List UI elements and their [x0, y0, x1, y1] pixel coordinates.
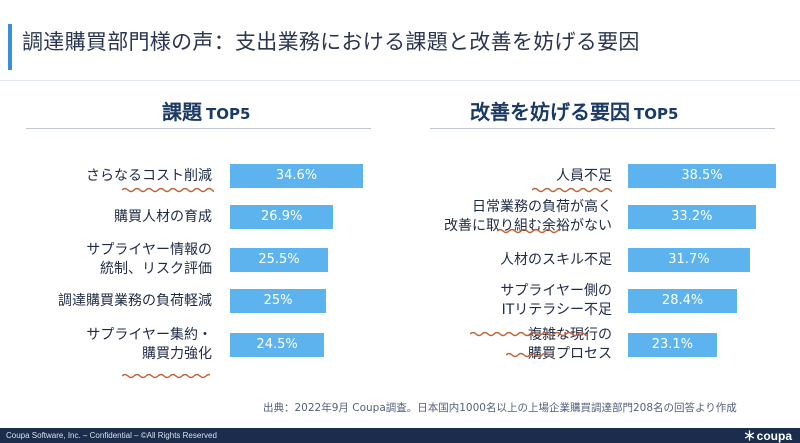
bar [628, 333, 717, 357]
source-note: 出典：2022年9月 Coupa調査。日本国内1000名以上の上場企業購買調達部… [263, 402, 737, 414]
left-heading-text: 課題 [162, 100, 202, 124]
category-label: さらなるコスト削減 [86, 167, 212, 186]
category-label-line: 購買人材の育成 [114, 208, 212, 225]
bar-value-label: 25.5% [258, 252, 300, 267]
emphasis-underline [532, 187, 612, 193]
bar-value-label: 38.5% [681, 168, 723, 183]
footer: Coupa Software, Inc. – Confidential – ©A… [0, 428, 800, 443]
bar-value-label: 34.6% [275, 168, 318, 183]
category-label-line: さらなるコスト削減 [86, 167, 212, 184]
bar [230, 333, 325, 357]
category-label-line: 人材のスキル不足 [500, 251, 612, 268]
bar-value-label: 33.2% [671, 209, 713, 224]
category-label: 人材のスキル不足 [500, 251, 612, 270]
category-label: サプライヤー情報の統制、リスク評価 [86, 241, 212, 279]
coupa-flake-icon [744, 430, 754, 441]
emphasis-underline [497, 228, 561, 234]
bar [230, 248, 329, 272]
category-label-line: 統制、リスク評価 [100, 261, 212, 277]
left-heading-divider [26, 128, 371, 129]
category-label-line: サプライヤー集約・ [86, 327, 212, 343]
bar-value-label: 25% [263, 293, 293, 308]
category-label: 人員不足 [556, 167, 612, 186]
category-label-line: 購買力強化 [142, 346, 212, 362]
bar [628, 205, 756, 229]
logo-text: coupa [756, 428, 792, 443]
bar-value-label: 23.1% [651, 337, 694, 352]
bar-value-label: 28.4% [661, 293, 704, 308]
left-section-heading: 課題 TOP5 [162, 96, 250, 125]
coupa-logo: coupa [744, 428, 792, 443]
right-heading-text: 改善を妨げる要因 [470, 100, 630, 124]
category-label: 調達購買業務の負荷軽減 [58, 292, 212, 311]
bar [230, 164, 363, 188]
title-divider [0, 80, 800, 81]
category-label-line: サプライヤー情報の [86, 242, 212, 258]
category-label-line: ITリテラシー不足 [501, 302, 612, 318]
category-label: サプライヤー集約・購買力強化 [86, 326, 212, 364]
bar-value-label: 24.5% [256, 337, 298, 352]
slide-title: 調達購買部門様の声：支出業務における課題と改善を妨げる要因 [22, 30, 640, 54]
category-label-line: 調達購買業務の負荷軽減 [58, 292, 212, 309]
footer-text: Coupa Software, Inc. – Confidential – ©A… [6, 431, 217, 440]
category-label: 購買人材の育成 [114, 208, 212, 227]
emphasis-underline [122, 373, 210, 379]
emphasis-underline [470, 331, 588, 337]
bar-value-label: 31.7% [668, 252, 710, 267]
bar [628, 164, 776, 188]
bar-value-label: 26.9% [261, 209, 303, 224]
category-label-line: サプライヤー側の [500, 283, 612, 299]
right-heading-suffix: TOP5 [634, 105, 679, 123]
category-label-line: 日常業務の負荷が高く [472, 199, 612, 215]
left-heading-suffix: TOP5 [206, 105, 251, 123]
emphasis-underline [122, 187, 214, 193]
category-label-line: 人員不足 [556, 167, 612, 184]
bar [628, 289, 738, 313]
category-label: サプライヤー側の ITリテラシー不足 [500, 282, 612, 320]
emphasis-underline [506, 352, 552, 358]
bar [628, 248, 750, 272]
bar [230, 289, 327, 313]
bar [230, 205, 334, 229]
right-section-heading: 改善を妨げる要因 TOP5 [470, 96, 678, 125]
title-accent-bar [8, 24, 12, 70]
right-heading-divider [430, 128, 775, 129]
